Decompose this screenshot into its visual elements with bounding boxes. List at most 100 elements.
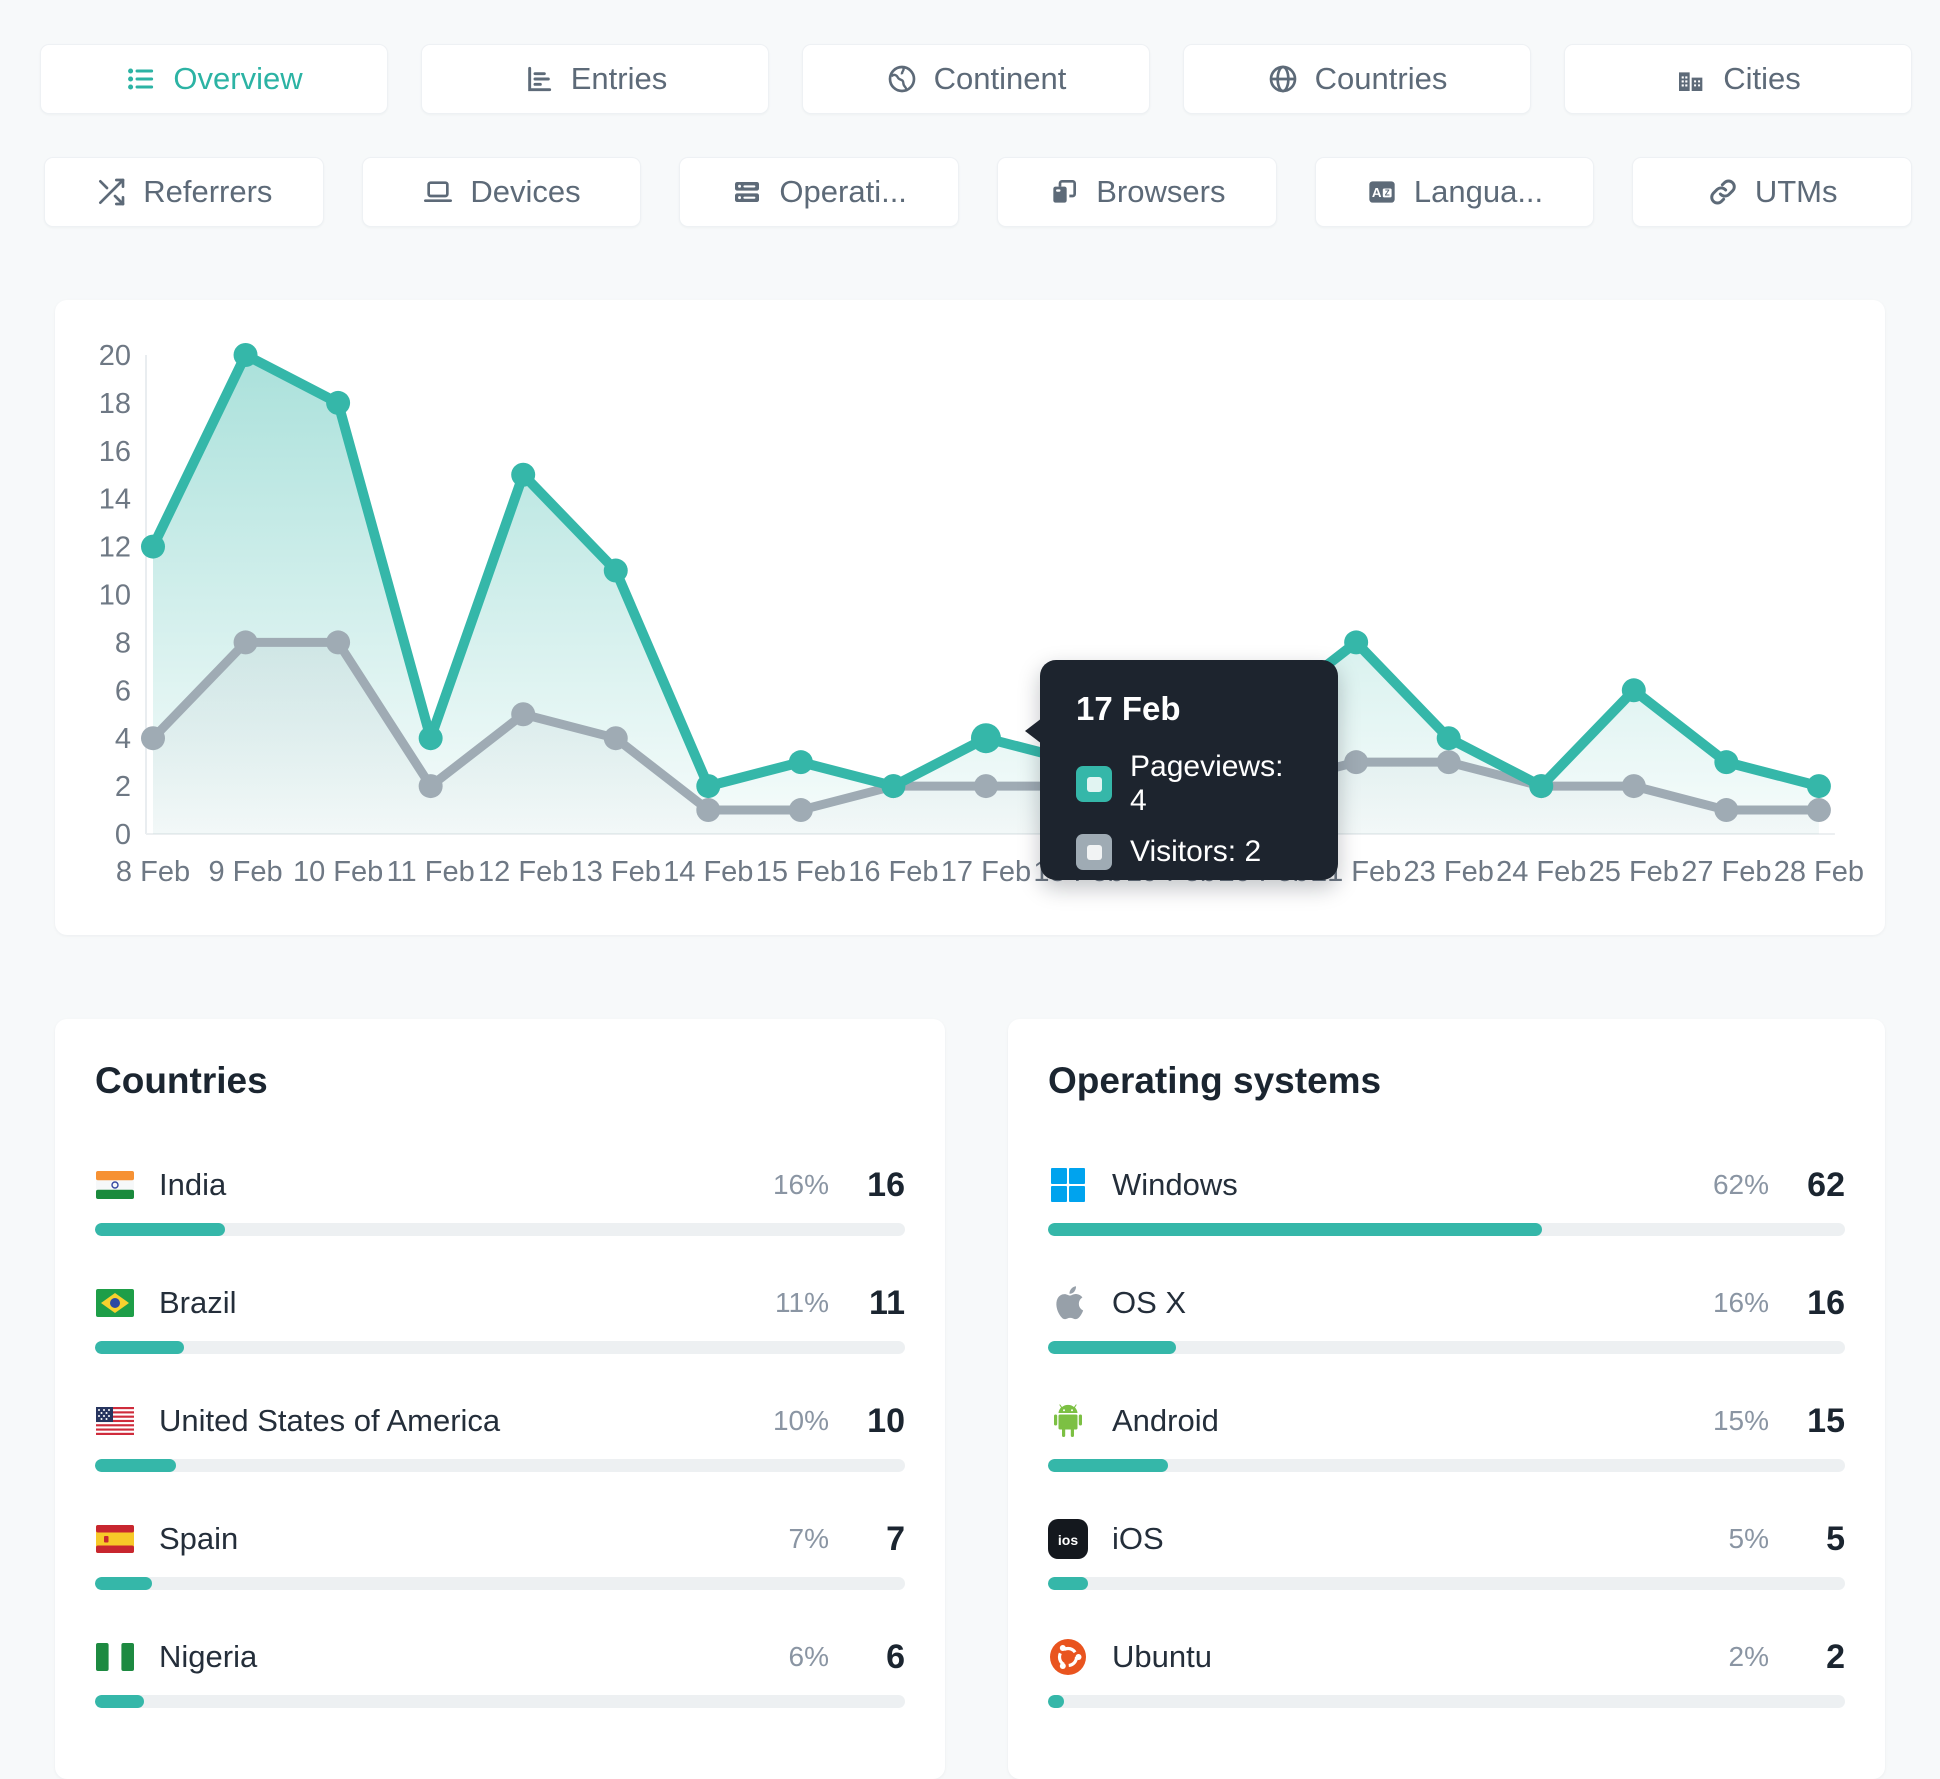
progress-fill: [95, 1695, 144, 1708]
progress-track: [1048, 1695, 1845, 1708]
usa-flag-icon: [95, 1401, 135, 1441]
india-flag-icon: [95, 1165, 135, 1205]
tab-continent[interactable]: Continent: [802, 44, 1150, 114]
tab-label: UTMs: [1754, 174, 1838, 209]
os-name: Ubuntu: [1112, 1639, 1212, 1674]
country-name: India: [159, 1167, 227, 1202]
os-name: Android: [1112, 1403, 1219, 1438]
globe-icon: [1269, 65, 1296, 93]
progress-fill: [1048, 1695, 1064, 1708]
svg-text:20: 20: [99, 340, 131, 372]
progress-track: [1048, 1341, 1845, 1354]
tab-countries[interactable]: Countries: [1183, 44, 1531, 114]
earth-icon: [888, 65, 915, 93]
country-percent: 10%: [772, 1405, 829, 1436]
os-percent: 5%: [1728, 1523, 1769, 1554]
os-count: 5: [1826, 1519, 1845, 1558]
tab-overview[interactable]: Overview: [40, 44, 388, 114]
os-percent: 15%: [1712, 1405, 1769, 1436]
tab-label: Continent: [933, 61, 1067, 96]
country-row-brazil[interactable]: Brazil 11% 11: [95, 1279, 905, 1354]
svg-text:16: 16: [99, 436, 131, 468]
countries-panel-title: Countries: [95, 1060, 268, 1101]
brazil-flag-icon: [95, 1283, 135, 1323]
os-row-osx[interactable]: OS X 16% 16: [1048, 1279, 1845, 1354]
tab-label: Operati...: [779, 174, 907, 209]
operating-systems-panel-title: Operating systems: [1048, 1060, 1382, 1101]
os-count: 15: [1807, 1401, 1845, 1440]
tab-devices[interactable]: Devices: [361, 157, 642, 227]
chart-x-axis-labels: 8 Feb 9 Feb 10 Feb 11 Feb 12 Feb 13 Feb 14 Feb…: [55, 856, 1885, 898]
tooltip-visitors-value: Visitors: 2: [1130, 835, 1262, 868]
progress-track: [95, 1695, 905, 1708]
ubuntu-icon: [1048, 1637, 1088, 1677]
progress-fill: [95, 1459, 176, 1472]
country-count: 7: [886, 1519, 905, 1558]
svg-text:18: 18: [99, 388, 131, 420]
ios-icon: ios: [1048, 1519, 1088, 1559]
country-percent: 7%: [788, 1523, 829, 1554]
browser-window-icon: [1053, 180, 1077, 203]
tab-label: Overview: [173, 61, 303, 96]
tab-label: Referrers: [143, 174, 273, 209]
x-axis-label: 11 Feb: [386, 856, 475, 888]
svg-text:12: 12: [99, 532, 131, 564]
progress-track: [95, 1223, 905, 1236]
progress-fill: [1048, 1223, 1543, 1236]
country-name: Spain: [159, 1521, 239, 1556]
tab-row-primary: Overview Entries Continent Countries Cit…: [40, 44, 1912, 114]
tab-referrers[interactable]: Referrers: [44, 157, 324, 227]
country-percent: 16%: [772, 1169, 829, 1200]
progress-fill: [95, 1223, 225, 1236]
os-count: 16: [1807, 1283, 1845, 1322]
x-axis-label: 15 Feb: [755, 856, 846, 888]
tab-operating-systems[interactable]: Operati...: [679, 157, 960, 227]
countries-panel: Countries India 16% 16 Brazil 11% 11 Uni: [55, 1019, 945, 1779]
tab-entries[interactable]: Entries: [421, 44, 769, 114]
android-icon: [1048, 1401, 1088, 1441]
x-axis-label: 28 Feb: [1773, 856, 1865, 888]
os-row-windows[interactable]: Windows 62% 62: [1048, 1161, 1845, 1236]
country-percent: 6%: [788, 1641, 829, 1672]
operating-systems-panel: Operating systems Windows 62% 62 OS X 16…: [1008, 1019, 1885, 1779]
svg-text:Z: Z: [1385, 188, 1390, 197]
tooltip-arrow: [1025, 718, 1042, 744]
svg-text:10: 10: [99, 580, 131, 612]
progress-track: [95, 1577, 905, 1590]
svg-text:14: 14: [99, 484, 131, 516]
progress-track: [1048, 1577, 1845, 1590]
tab-utms[interactable]: UTMs: [1632, 157, 1913, 227]
os-row-ios[interactable]: ios iOS 5% 5: [1048, 1515, 1845, 1590]
os-count: 62: [1807, 1165, 1845, 1204]
progress-fill: [95, 1577, 152, 1590]
stats-panels: Countries India 16% 16 Brazil 11% 11 Uni: [55, 1019, 1885, 1779]
country-row-spain[interactable]: Spain 7% 7: [95, 1515, 905, 1590]
country-count: 10: [867, 1401, 905, 1440]
tab-browsers[interactable]: Browsers: [997, 157, 1277, 227]
list-icon: [128, 68, 154, 90]
country-row-nigeria[interactable]: Nigeria 6% 6: [95, 1633, 905, 1708]
x-axis-label: 17 Feb: [940, 856, 1032, 888]
country-row-india[interactable]: India 16% 16: [95, 1161, 905, 1236]
os-row-android[interactable]: Android 15% 15: [1048, 1397, 1845, 1472]
traffic-chart-card: 0 2 4 6 8 10 12 14 16 18 20 8 Feb 9 Feb 10 Feb 11 Feb…: [55, 300, 1885, 935]
os-row-ubuntu[interactable]: Ubuntu 2% 2: [1048, 1633, 1845, 1708]
svg-text:8: 8: [115, 627, 131, 659]
tab-label: Browsers: [1096, 174, 1226, 209]
tab-cities[interactable]: Cities: [1564, 44, 1912, 114]
country-count: 11: [869, 1283, 905, 1322]
laptop-icon: [424, 181, 453, 202]
os-name: OS X: [1112, 1285, 1187, 1320]
progress-track: [1048, 1223, 1845, 1236]
country-percent: 11%: [775, 1287, 829, 1318]
shuffle-icon: [99, 178, 125, 206]
tab-label: Langua...: [1413, 174, 1544, 209]
server-icon: [735, 182, 760, 202]
country-count: 6: [886, 1637, 905, 1676]
tooltip-pageviews-value: Pageviews: 4: [1130, 750, 1284, 817]
tooltip-date: 17 Feb: [1076, 690, 1181, 727]
country-row-usa[interactable]: United States of America 10% 10: [95, 1397, 905, 1472]
progress-track: [1048, 1459, 1845, 1472]
